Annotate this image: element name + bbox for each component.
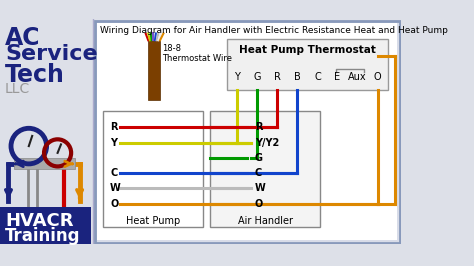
Text: G: G [254,72,261,82]
Bar [227,39,388,90]
Bar [103,111,203,227]
Text: Tech: Tech [5,63,65,87]
Text: O: O [255,199,263,209]
Text: AC: AC [5,26,41,50]
Text: Heat Pump Thermostat: Heat Pump Thermostat [239,45,376,55]
Text: HVACR: HVACR [5,212,73,230]
Text: R: R [274,72,281,82]
Text: Heat Pump: Heat Pump [126,215,181,226]
Bar [148,40,160,99]
Text: Y/Y2: Y/Y2 [255,138,279,148]
Text: Y: Y [234,72,240,82]
Text: W: W [110,184,121,193]
Text: 18-8
Thermostat Wire: 18-8 Thermostat Wire [162,44,232,63]
Text: Y: Y [110,138,117,148]
Text: Wiring Diagram for Air Handler with Electric Resistance Heat and Heat Pump: Wiring Diagram for Air Handler with Elec… [100,26,448,35]
Bar [95,21,400,243]
Bar [14,158,74,169]
Text: W: W [255,184,265,193]
Text: G: G [255,153,263,163]
Text: Training: Training [5,227,81,246]
Text: LLC: LLC [5,82,30,96]
Text: O: O [374,72,382,82]
Text: R: R [255,122,263,132]
Bar [0,207,91,244]
Text: C: C [255,168,262,178]
Text: Service: Service [5,44,98,64]
Text: R: R [110,122,118,132]
Bar [0,19,91,244]
Text: C: C [314,72,321,82]
Text: Air Handler: Air Handler [237,215,292,226]
Text: O: O [110,199,118,209]
Bar [210,111,320,227]
Text: E: E [335,72,341,82]
Text: B: B [294,72,301,82]
Text: Aux: Aux [348,72,367,82]
Bar [97,23,397,240]
Text: C: C [110,168,118,178]
